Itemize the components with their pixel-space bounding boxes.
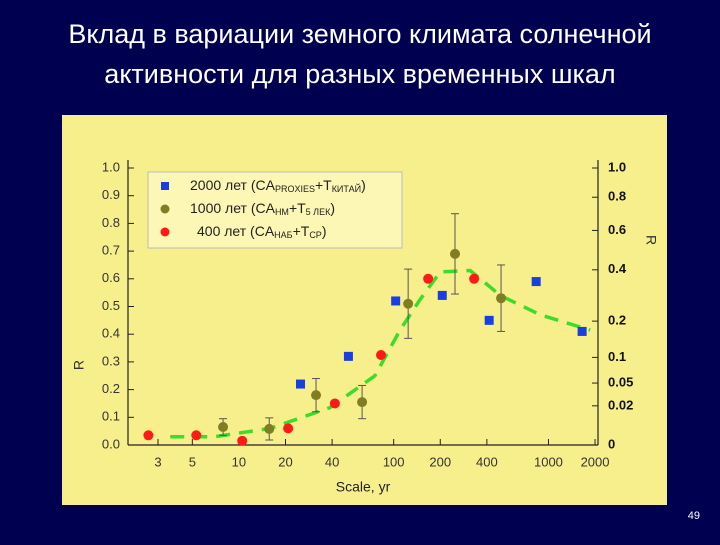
x-axis-label: Scale, yr	[336, 479, 391, 495]
y-tick-label: 0.6	[102, 270, 120, 285]
y-tick-label: 0.7	[102, 243, 120, 258]
y-tick-label: 0.9	[102, 187, 120, 202]
y-tick-label: 0.0	[102, 436, 120, 451]
point	[496, 293, 507, 304]
y-tick-label: 1.0	[102, 159, 120, 174]
point	[484, 315, 494, 325]
trend-line	[170, 268, 591, 439]
y2-tick-label: 0.02	[608, 397, 633, 412]
legend-label: 2000 лет (CAPROXIES+TКИТАЙ)	[190, 177, 366, 195]
title-line: Вклад в вариации земного климата солнечн…	[68, 19, 651, 49]
y2-tick-label: 0.4	[608, 261, 627, 276]
legend-text: +T	[315, 177, 332, 193]
legend-marker	[161, 182, 169, 190]
point	[343, 351, 353, 361]
x-tick-label: 20	[278, 454, 292, 469]
legend-label: 1000 лет (CAНМ+T5 ЛЕК)	[190, 200, 335, 218]
legend-text: )	[361, 177, 366, 193]
legend-marker	[160, 227, 170, 237]
point	[531, 277, 541, 287]
point	[423, 273, 434, 284]
legend-text: 400 лет (CA	[197, 223, 275, 239]
y2-tick-label: 0.1	[608, 349, 626, 364]
x-tick-label: 100	[383, 454, 405, 469]
x-tick-label: 2000	[581, 454, 610, 469]
y-tick-label: 0.5	[102, 298, 120, 313]
legend-text: 2000 лет (CA	[190, 177, 276, 193]
x-tick-label: 10	[232, 454, 246, 469]
legend-text: 1000 лет (CA	[190, 200, 276, 216]
point	[311, 390, 322, 401]
y2-tick-label: 0.8	[608, 189, 626, 204]
legend-subscript: КИТАЙ	[332, 183, 361, 194]
x-tick-label: 200	[429, 454, 451, 469]
y2-tick-label: 0	[608, 436, 615, 451]
y-tick-label: 0.1	[102, 409, 120, 424]
legend-label: 400 лет (CAНАБ+TСР)	[197, 223, 327, 241]
legend-text: )	[330, 200, 335, 216]
legend-subscript: СР	[309, 230, 322, 240]
point	[403, 298, 414, 309]
title-line: активности для разных временных шкал	[104, 59, 615, 89]
y-tick-label: 0.4	[102, 326, 120, 341]
y2-tick-label: 0.6	[608, 222, 626, 237]
y-tick-label: 0.2	[102, 381, 120, 396]
legend-subscript: НМ	[275, 207, 289, 217]
point	[469, 273, 480, 284]
legend-subscript: 5 ЛЕК	[306, 207, 331, 217]
y2-tick-label: 0.2	[608, 313, 626, 328]
point	[577, 326, 587, 336]
legend-box	[147, 171, 403, 249]
page-number: 49	[688, 510, 700, 522]
y-axis-label: R	[71, 360, 87, 370]
x-tick-label: 40	[325, 454, 339, 469]
point	[283, 423, 294, 434]
point	[296, 379, 306, 389]
point	[191, 430, 202, 441]
y2-axis-label: R	[643, 235, 659, 245]
legend-marker	[160, 204, 170, 214]
y-tick-label: 0.3	[102, 353, 120, 368]
point	[329, 398, 340, 409]
point	[376, 349, 387, 360]
point	[437, 290, 447, 300]
x-tick-label: 400	[476, 454, 498, 469]
point	[264, 423, 275, 434]
point	[357, 397, 368, 408]
legend-subscript: НАБ	[274, 230, 293, 240]
point	[143, 430, 154, 441]
legend-subscript: PROXIES	[275, 184, 315, 194]
point	[450, 248, 461, 259]
legend-text: +T	[293, 223, 310, 239]
x-tick-label: 5	[189, 454, 196, 469]
x-tick-label: 3	[154, 454, 161, 469]
x-tick-label: 1000	[534, 454, 563, 469]
point	[237, 435, 248, 446]
y-tick-label: 0.8	[102, 215, 120, 230]
legend-text: )	[322, 223, 327, 239]
point	[218, 421, 229, 432]
legend-text: +T	[289, 200, 306, 216]
point	[391, 296, 401, 306]
y2-tick-label: 1.0	[608, 159, 626, 174]
y2-tick-label: 0.05	[608, 374, 633, 389]
